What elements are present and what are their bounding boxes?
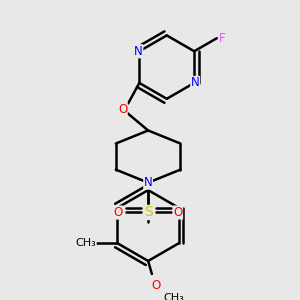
Text: S: S [144, 206, 152, 220]
Text: N: N [144, 176, 152, 189]
Text: O: O [173, 206, 183, 219]
Text: O: O [118, 103, 127, 116]
Text: O: O [151, 279, 160, 292]
Text: N: N [134, 45, 143, 58]
Text: CH₃: CH₃ [75, 238, 96, 248]
Text: CH₃: CH₃ [163, 293, 184, 300]
Text: O: O [114, 206, 123, 219]
Text: N: N [191, 76, 200, 89]
Text: F: F [219, 32, 226, 45]
